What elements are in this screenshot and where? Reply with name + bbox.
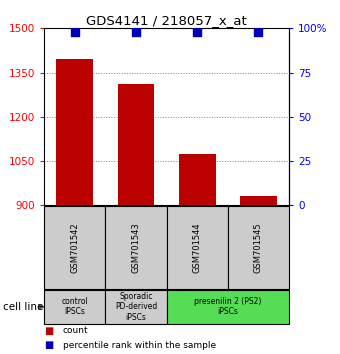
Text: ■: ■	[44, 326, 53, 336]
Title: GDS4141 / 218057_x_at: GDS4141 / 218057_x_at	[86, 14, 247, 27]
Bar	[228, 206, 289, 289]
Bar	[105, 290, 167, 324]
Bar	[167, 290, 289, 324]
Bar	[167, 206, 228, 289]
Text: count: count	[63, 326, 88, 336]
Bar	[179, 154, 216, 205]
Text: GSM701544: GSM701544	[193, 222, 202, 273]
Point	[72, 29, 78, 35]
Bar	[44, 290, 105, 324]
Bar	[105, 206, 167, 289]
Text: GSM701545: GSM701545	[254, 222, 263, 273]
Text: presenilin 2 (PS2)
iPSCs: presenilin 2 (PS2) iPSCs	[194, 297, 261, 316]
Text: ■: ■	[44, 340, 53, 350]
Text: cell line: cell line	[3, 302, 44, 312]
Text: Sporadic
PD-derived
iPSCs: Sporadic PD-derived iPSCs	[115, 292, 157, 322]
Bar	[240, 196, 277, 205]
Text: GSM701542: GSM701542	[70, 222, 79, 273]
Point	[194, 29, 200, 35]
Text: control
IPSCs: control IPSCs	[62, 297, 88, 316]
Text: GSM701543: GSM701543	[132, 222, 140, 273]
Point	[256, 29, 261, 35]
Bar	[118, 84, 154, 205]
Bar	[56, 59, 93, 205]
Bar	[44, 206, 105, 289]
Text: percentile rank within the sample: percentile rank within the sample	[63, 341, 216, 350]
Point	[133, 29, 139, 35]
